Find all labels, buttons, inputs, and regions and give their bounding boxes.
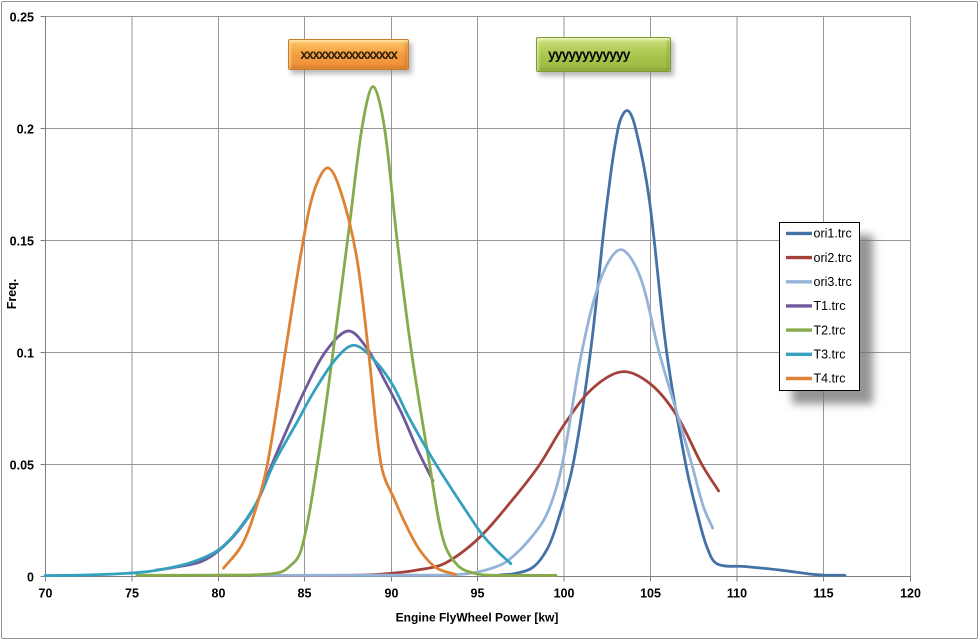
svg-text:0: 0 xyxy=(27,571,34,585)
svg-text:115: 115 xyxy=(813,587,833,601)
svg-text:110: 110 xyxy=(727,587,747,601)
svg-text:0.15: 0.15 xyxy=(10,235,34,249)
svg-text:75: 75 xyxy=(125,587,139,601)
svg-text:0.1: 0.1 xyxy=(17,347,34,361)
svg-text:85: 85 xyxy=(298,587,312,601)
svg-text:80: 80 xyxy=(212,587,226,601)
svg-text:105: 105 xyxy=(640,587,661,601)
svg-text:100: 100 xyxy=(554,587,575,601)
svg-text:0.2: 0.2 xyxy=(17,123,34,137)
svg-text:Engine FlyWheel Power [kw]: Engine FlyWheel Power [kw] xyxy=(396,611,559,625)
svg-text:95: 95 xyxy=(471,587,485,601)
svg-text:0.25: 0.25 xyxy=(10,11,34,25)
svg-text:Freq.: Freq. xyxy=(5,279,19,310)
svg-text:70: 70 xyxy=(39,587,53,601)
svg-text:0.05: 0.05 xyxy=(10,459,34,473)
svg-text:120: 120 xyxy=(900,587,921,601)
svg-text:90: 90 xyxy=(385,587,399,601)
